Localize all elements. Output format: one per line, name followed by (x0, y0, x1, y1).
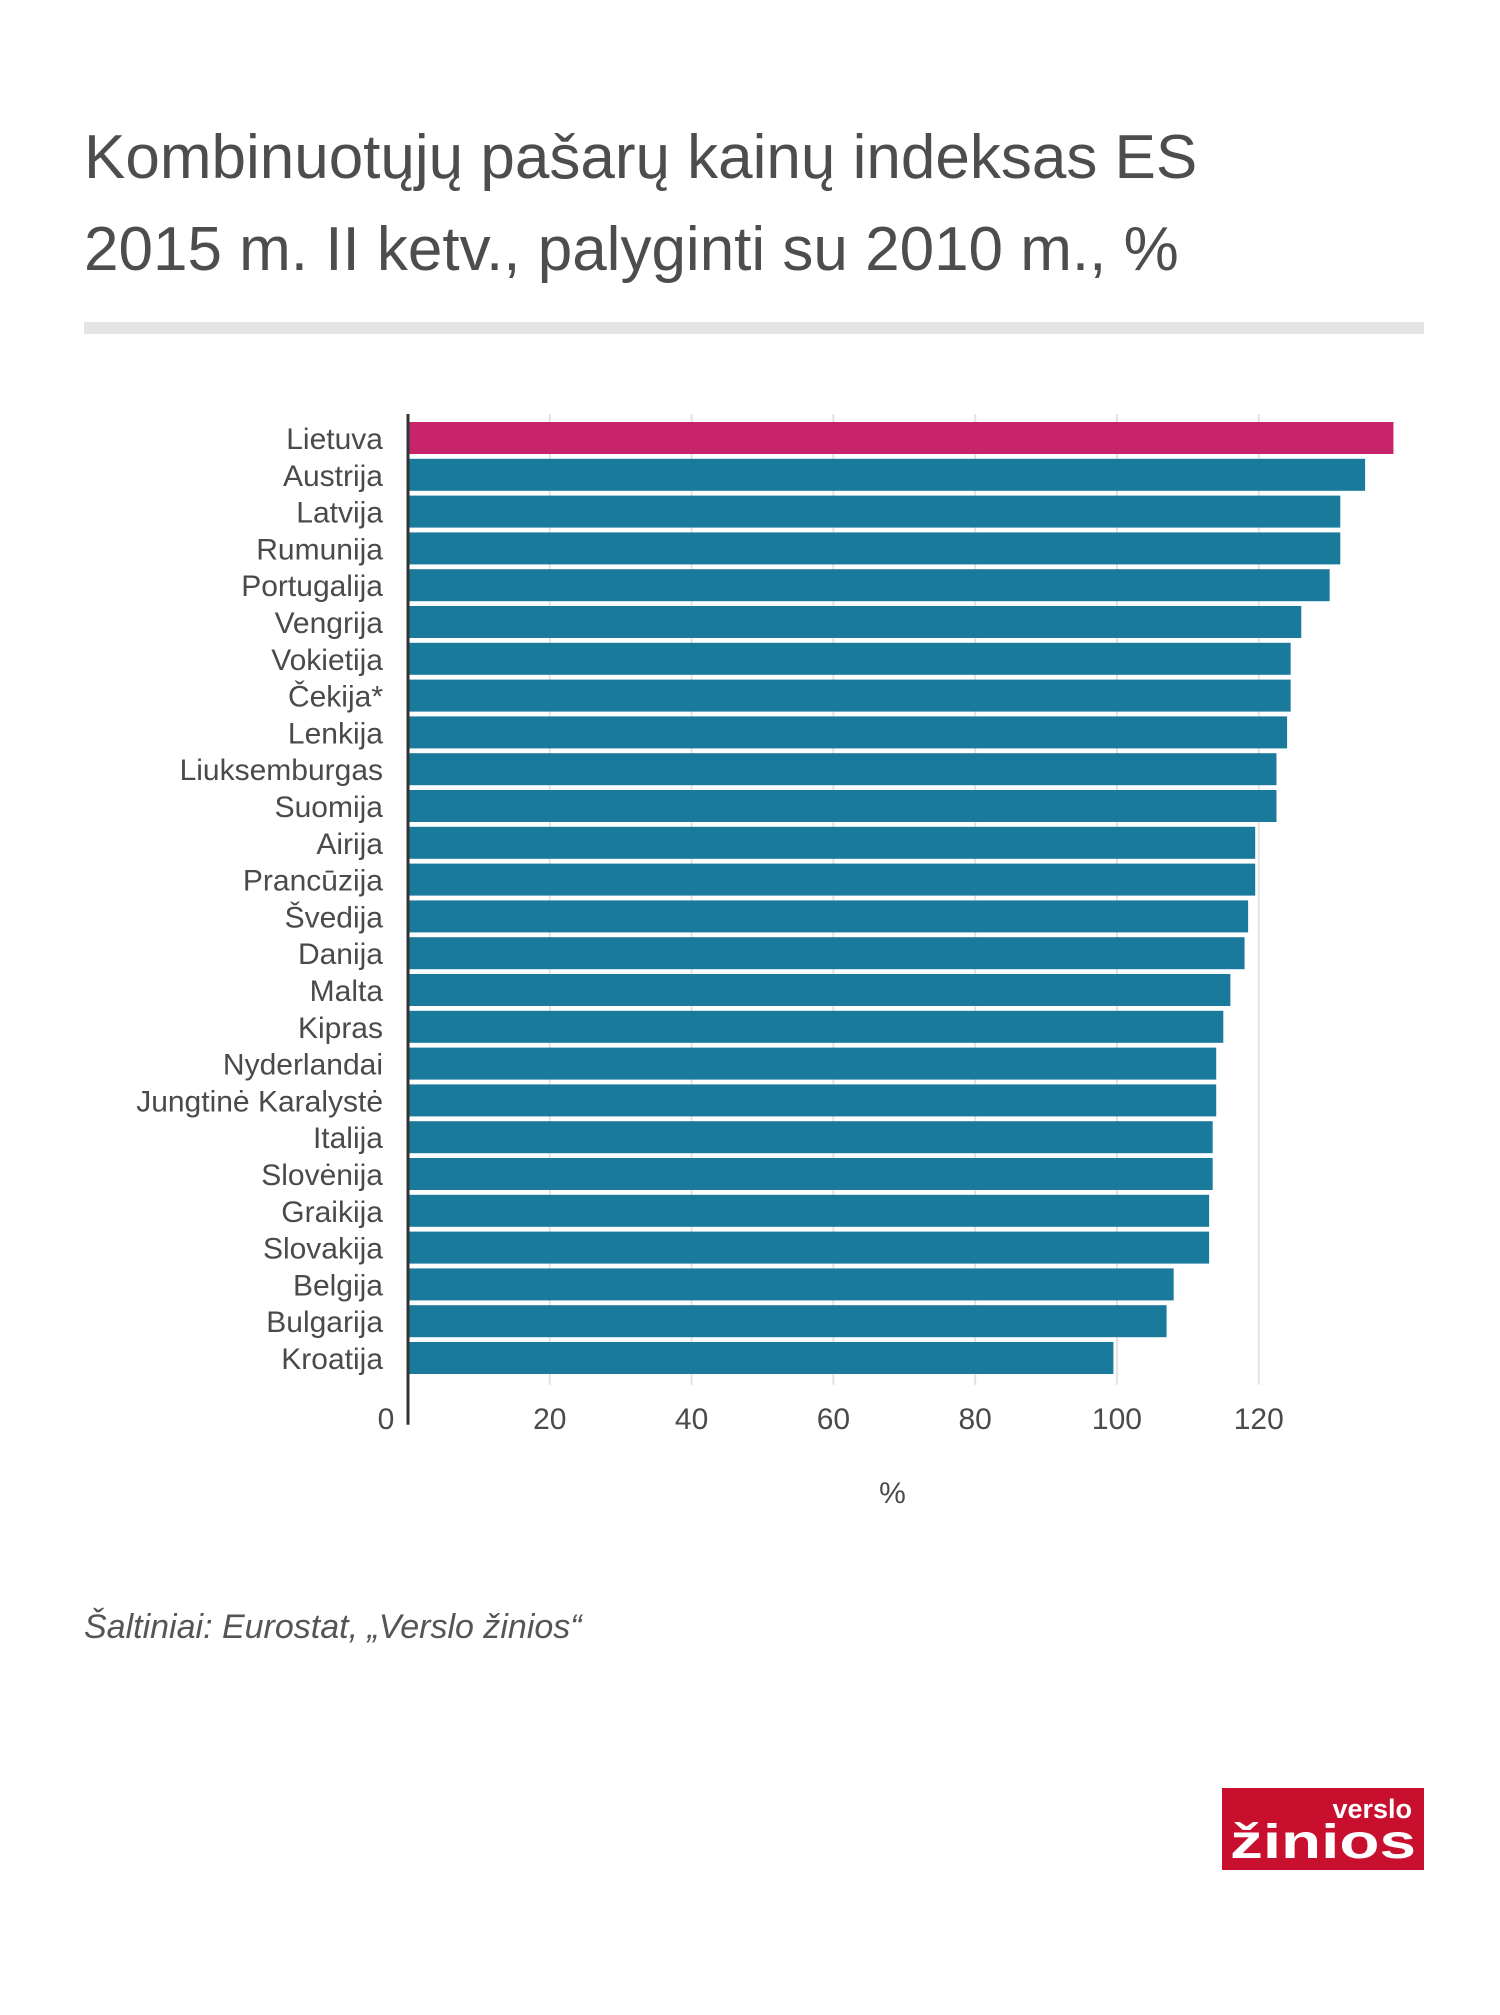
category-label-4: Portugalija (241, 570, 383, 603)
svg-text:verslo: verslo (1332, 1794, 1412, 1824)
bar-2 (408, 495, 1341, 528)
category-label-19: Italija (313, 1122, 383, 1155)
bar-5 (408, 606, 1302, 638)
bar-18 (408, 1084, 1217, 1117)
x-tick-label-1: 20 (533, 1403, 566, 1436)
chart-title: Kombinuotųjų pašarų kainų indeksas ES 20… (84, 112, 1424, 296)
bar-15 (408, 974, 1231, 1006)
bar-20 (408, 1158, 1213, 1190)
source-note: Šaltiniai: Eurostat, „Verslo žinios“ (84, 1608, 582, 1646)
category-label-6: Vokietija (271, 644, 383, 677)
chart-title-line-2: 2015 m. II ketv., palyginti su 2010 m., … (84, 215, 1179, 284)
bar-14 (408, 937, 1245, 970)
bar-22 (408, 1231, 1210, 1264)
x-tick-label-0: 0 (378, 1403, 395, 1436)
bar-1 (408, 458, 1366, 491)
title-divider (84, 322, 1424, 334)
bar-3 (408, 532, 1341, 565)
bar-13 (408, 900, 1249, 933)
chart-bars (408, 422, 1394, 1374)
category-label-18: Jungtinė Karalystė (136, 1085, 383, 1118)
category-label-12: Prancūzija (243, 865, 383, 898)
verslo-zinios-logo: verslo žinios (1222, 1788, 1424, 1870)
svg-text:žinios: žinios (1230, 1816, 1416, 1869)
x-tick-label-5: 100 (1092, 1403, 1142, 1436)
category-label-8: Lenkija (288, 717, 383, 750)
bar-16 (408, 1010, 1224, 1043)
bar-10 (408, 790, 1277, 822)
category-label-2: Latvija (296, 497, 383, 530)
bar-21 (408, 1194, 1210, 1227)
x-axis-label: % (879, 1477, 906, 1510)
category-label-0: Lietuva (286, 423, 383, 456)
bar-7 (408, 679, 1291, 712)
x-tick-label-6: 120 (1234, 1403, 1284, 1436)
x-tick-labels: 0 20 40 60 80 100 120 (378, 1403, 1284, 1436)
category-label-23: Belgija (293, 1269, 383, 1302)
bar-12 (408, 863, 1256, 896)
category-label-24: Bulgarija (266, 1306, 383, 1339)
category-label-16: Kipras (298, 1012, 383, 1045)
category-label-10: Suomija (275, 791, 384, 824)
bar-6 (408, 642, 1291, 675)
category-label-5: Vengrija (275, 607, 384, 640)
x-tick-label-2: 40 (675, 1403, 708, 1436)
category-label-15: Malta (310, 975, 384, 1008)
bar-8 (408, 716, 1288, 749)
category-label-3: Rumunija (256, 533, 383, 566)
category-label-17: Nyderlandai (223, 1049, 383, 1082)
bar-4 (408, 569, 1330, 602)
bar-17 (408, 1047, 1217, 1080)
category-label-21: Graikija (281, 1196, 383, 1229)
bar-23 (408, 1268, 1174, 1301)
category-label-7: Čekija* (288, 680, 383, 714)
x-tick-label-3: 60 (817, 1403, 850, 1436)
bar-9 (408, 753, 1277, 786)
x-tick-label-4: 80 (958, 1403, 991, 1436)
bar-25 (408, 1342, 1114, 1374)
chart-title-line-1: Kombinuotųjų pašarų kainų indeksas ES (84, 123, 1198, 192)
category-label-20: Slovėnija (261, 1159, 383, 1192)
category-label-13: Švedija (285, 900, 384, 934)
bar-0 (408, 422, 1394, 454)
bar-11 (408, 826, 1256, 859)
bar-24 (408, 1305, 1167, 1338)
category-label-22: Slovakija (263, 1233, 383, 1266)
category-label-11: Airija (316, 828, 383, 861)
category-label-25: Kroatija (281, 1343, 383, 1376)
category-label-14: Danija (298, 938, 383, 971)
bar-19 (408, 1121, 1213, 1154)
category-label-1: Austrija (283, 460, 383, 493)
category-label-9: Liuksemburgas (180, 754, 383, 787)
